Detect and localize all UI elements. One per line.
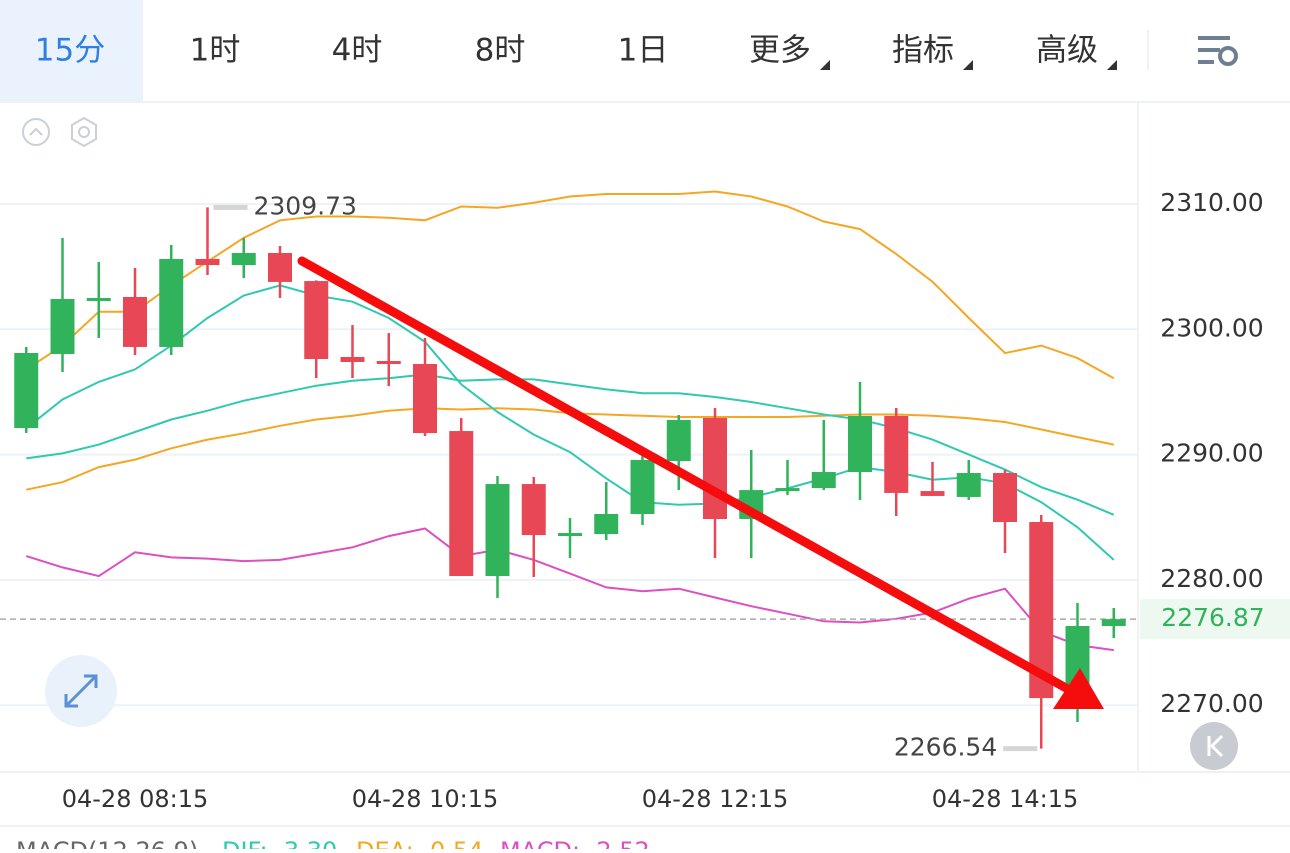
- candle-body: [630, 459, 655, 514]
- y-tick-label: 2300.00: [1160, 313, 1263, 342]
- x-tick-label: 04-28 08:15: [62, 785, 209, 813]
- candle-body: [848, 416, 872, 473]
- candle-body: [449, 431, 474, 577]
- candle-body: [268, 252, 292, 282]
- high-label: 2309.73: [254, 191, 357, 220]
- current-price-label: 2276.87: [1161, 603, 1264, 632]
- tab-dropdown-mark: [963, 60, 973, 70]
- x-tick-label: 04-28 14:15: [932, 785, 1079, 813]
- back-icon: [1207, 734, 1224, 758]
- candle-body: [811, 472, 836, 489]
- candle-body: [195, 259, 220, 266]
- y-tick-label: 2280.00: [1160, 564, 1263, 593]
- candle-body: [993, 473, 1017, 523]
- expand-icon: [64, 674, 98, 708]
- candle-body: [485, 484, 510, 577]
- tab-dropdown-mark: [820, 60, 830, 70]
- low-label: 2266.54: [894, 733, 997, 762]
- settings-hex[interactable]: [71, 116, 97, 148]
- candle-body: [920, 491, 945, 496]
- y-tick-label: 2290.00: [1160, 439, 1263, 468]
- y-tick-label: 2270.00: [1160, 689, 1263, 718]
- y-tick-label: 2310.00: [1160, 188, 1263, 217]
- indicator-line: [25, 190, 1115, 380]
- candle-body: [703, 418, 727, 520]
- tab[interactable]: 更多: [749, 33, 811, 69]
- candle-body: [775, 488, 800, 492]
- macd-label: MACD: -2.52: [500, 837, 650, 849]
- candle-body: [159, 259, 184, 347]
- candle-body: [413, 364, 437, 434]
- tab[interactable]: 8时: [475, 33, 526, 69]
- candle-body: [340, 356, 365, 363]
- settings-hex-dot: [78, 126, 90, 138]
- tab[interactable]: 1日: [618, 33, 669, 69]
- tab-selected-bg: [0, 0, 143, 102]
- macd-label: MACD(12,26,9): [16, 837, 198, 849]
- tab[interactable]: 高级: [1036, 33, 1098, 69]
- candle-body: [123, 296, 147, 347]
- settings-icon[interactable]: [1198, 36, 1238, 66]
- candle-body: [50, 298, 75, 354]
- candle-body: [376, 361, 401, 365]
- candle-body: [231, 252, 256, 266]
- candle-body: [521, 484, 546, 536]
- candle-body: [594, 513, 619, 535]
- candle-body: [304, 281, 329, 359]
- macd-label: DEA: -0.54: [356, 837, 483, 849]
- candle-body: [666, 420, 691, 461]
- candle-body: [14, 352, 39, 429]
- tab[interactable]: 4时: [332, 33, 383, 69]
- x-tick-label: 04-28 10:15: [352, 785, 499, 813]
- collapse-chevron: [29, 127, 43, 136]
- candle-body: [86, 297, 111, 301]
- candle-body: [884, 416, 909, 493]
- candle-body: [558, 533, 582, 537]
- x-tick-label: 04-28 12:15: [642, 785, 789, 813]
- indicator-line: [26, 373, 1115, 516]
- tab[interactable]: 指标: [892, 33, 954, 69]
- macd-label: DIF: -3.30: [222, 837, 337, 849]
- collapse-icon[interactable]: [22, 118, 50, 146]
- tab-dropdown-mark: [1107, 60, 1117, 70]
- tab[interactable]: 1时: [190, 33, 241, 69]
- trend-arrow: [297, 256, 1104, 709]
- candle-body: [956, 473, 981, 497]
- plot: [0, 190, 1138, 752]
- tab[interactable]: 15分: [35, 33, 105, 69]
- current-price-tag: [1140, 599, 1290, 640]
- candle-body: [1101, 619, 1126, 627]
